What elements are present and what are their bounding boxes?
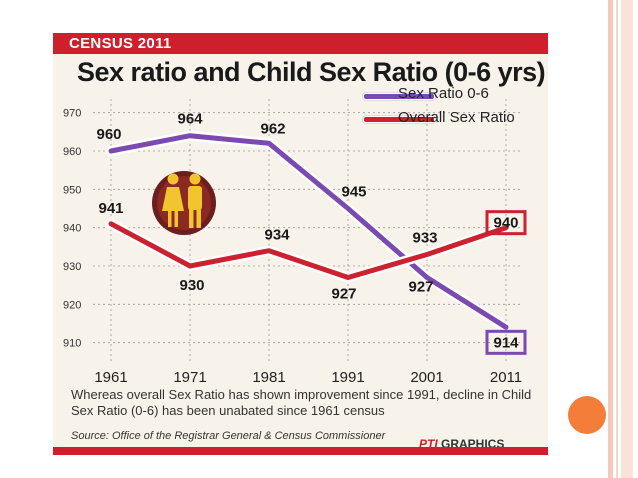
infographic-panel: CENSUS 2011 Sex ratio and Child Sex Rati… — [53, 33, 548, 455]
x-tick-labels: 1961 1971 1981 1991 2001 2011 — [94, 369, 522, 386]
x-tick-label: 1971 — [173, 369, 206, 386]
y-tick-label: 970 — [63, 108, 81, 120]
highlight-box — [485, 210, 527, 236]
female-head-icon — [167, 173, 179, 185]
decor-stripe — [621, 0, 633, 478]
series-line-0 — [108, 133, 509, 330]
source-text: Source: Office of the Registrar General … — [71, 430, 386, 442]
point-labels: 960 964 962 945 927 914 941 930 934 927 933 940 — [96, 111, 519, 352]
y-tick-label: 940 — [63, 223, 81, 235]
data-label: 930 — [179, 277, 204, 294]
female-leg-icon — [174, 211, 178, 227]
series-lines — [106, 130, 511, 333]
series-line-1 — [108, 221, 509, 280]
data-label: 933 — [412, 230, 437, 247]
bottom-bar — [53, 447, 548, 455]
male-head-icon — [189, 173, 201, 185]
data-label: 964 — [177, 111, 203, 128]
data-label: 941 — [98, 200, 123, 217]
x-tick-label: 1991 — [331, 369, 364, 386]
data-label: 927 — [331, 286, 356, 303]
data-label: 927 — [408, 279, 433, 296]
y-tick-labels: 910 920 930 940 950 960 970 — [63, 108, 81, 350]
data-label: 914 — [493, 334, 519, 351]
decor-stripe — [616, 0, 618, 478]
data-label: 960 — [96, 126, 121, 143]
couple-icon — [152, 171, 216, 235]
x-tick-label: 1961 — [94, 369, 127, 386]
census-banner: CENSUS 2011 — [53, 33, 548, 54]
male-leg-icon — [189, 209, 194, 228]
y-tick-label: 930 — [63, 261, 81, 273]
highlight-boxes — [485, 210, 527, 355]
male-body-icon — [188, 186, 202, 210]
y-tick-label: 950 — [63, 184, 81, 196]
data-label: 945 — [341, 184, 366, 201]
data-label: 962 — [260, 120, 285, 137]
banner-text: CENSUS 2011 — [69, 35, 172, 52]
legend-label-overall-sex-ratio: Overall Sex Ratio — [398, 109, 515, 126]
footnote: Whereas overall Sex Ratio has shown impr… — [71, 387, 532, 418]
legend-swatch-sex-ratio-0-6 — [363, 93, 435, 100]
legend-label-sex-ratio-0-6: Sex Ratio 0-6 — [398, 85, 489, 102]
x-tick-label: 1981 — [252, 369, 285, 386]
y-tick-label: 920 — [63, 299, 81, 311]
female-leg-icon — [168, 211, 172, 227]
x-tick-label: 2011 — [490, 369, 522, 386]
legend-swatch-overall-sex-ratio — [363, 116, 435, 123]
x-tick-label: 2001 — [410, 369, 443, 386]
chart-title: Sex ratio and Child Sex Ratio (0-6 yrs) — [77, 57, 546, 87]
y-tick-label: 960 — [63, 146, 81, 158]
data-label: 934 — [264, 227, 290, 244]
line-chart: 910 920 930 940 950 960 970 1961 1971 1981 1991 20… — [63, 99, 527, 386]
decor-stripe — [608, 0, 613, 478]
male-leg-icon — [196, 209, 201, 228]
female-body-icon — [162, 187, 184, 211]
orange-circle — [568, 396, 606, 434]
y-tick-label: 910 — [63, 338, 81, 350]
data-label: 940 — [493, 215, 518, 232]
highlight-box — [485, 329, 527, 355]
